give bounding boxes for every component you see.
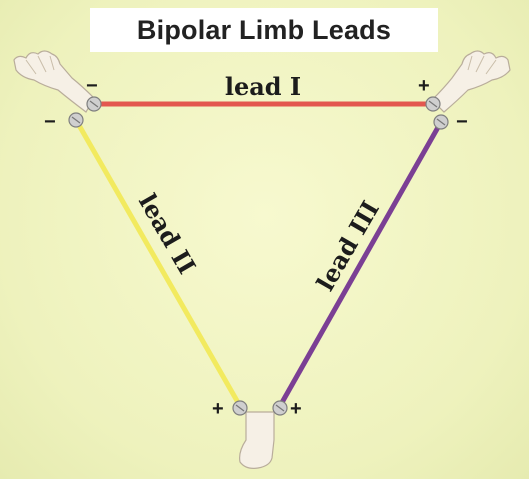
polarity-sign-left-arm-lead3: −	[456, 111, 468, 133]
title-box: Bipolar Limb Leads	[90, 8, 438, 52]
polarity-sign-left-leg-lead3: +	[290, 398, 302, 420]
electrode-icon	[272, 400, 288, 416]
right-hand-icon	[13, 50, 95, 113]
electrode-icon	[68, 112, 84, 128]
polarity-sign-right-arm-lead1: −	[86, 75, 98, 97]
electrode-icon	[232, 400, 248, 416]
lead-i-label: lead I	[225, 72, 301, 101]
lead-iii-wire	[277, 120, 444, 408]
polarity-sign-right-arm-lead2: −	[44, 111, 56, 133]
electrode-icon	[425, 96, 441, 112]
foot-icon	[239, 411, 275, 469]
polarity-sign-left-leg-lead2: +	[212, 398, 224, 420]
left-hand-icon	[431, 50, 511, 113]
polarity-sign-left-arm-lead1: +	[418, 75, 430, 97]
lead-ii-wire	[73, 118, 243, 408]
electrode-icon	[86, 96, 102, 112]
diagram-title: Bipolar Limb Leads	[136, 14, 392, 45]
electrode-icon	[433, 114, 449, 130]
